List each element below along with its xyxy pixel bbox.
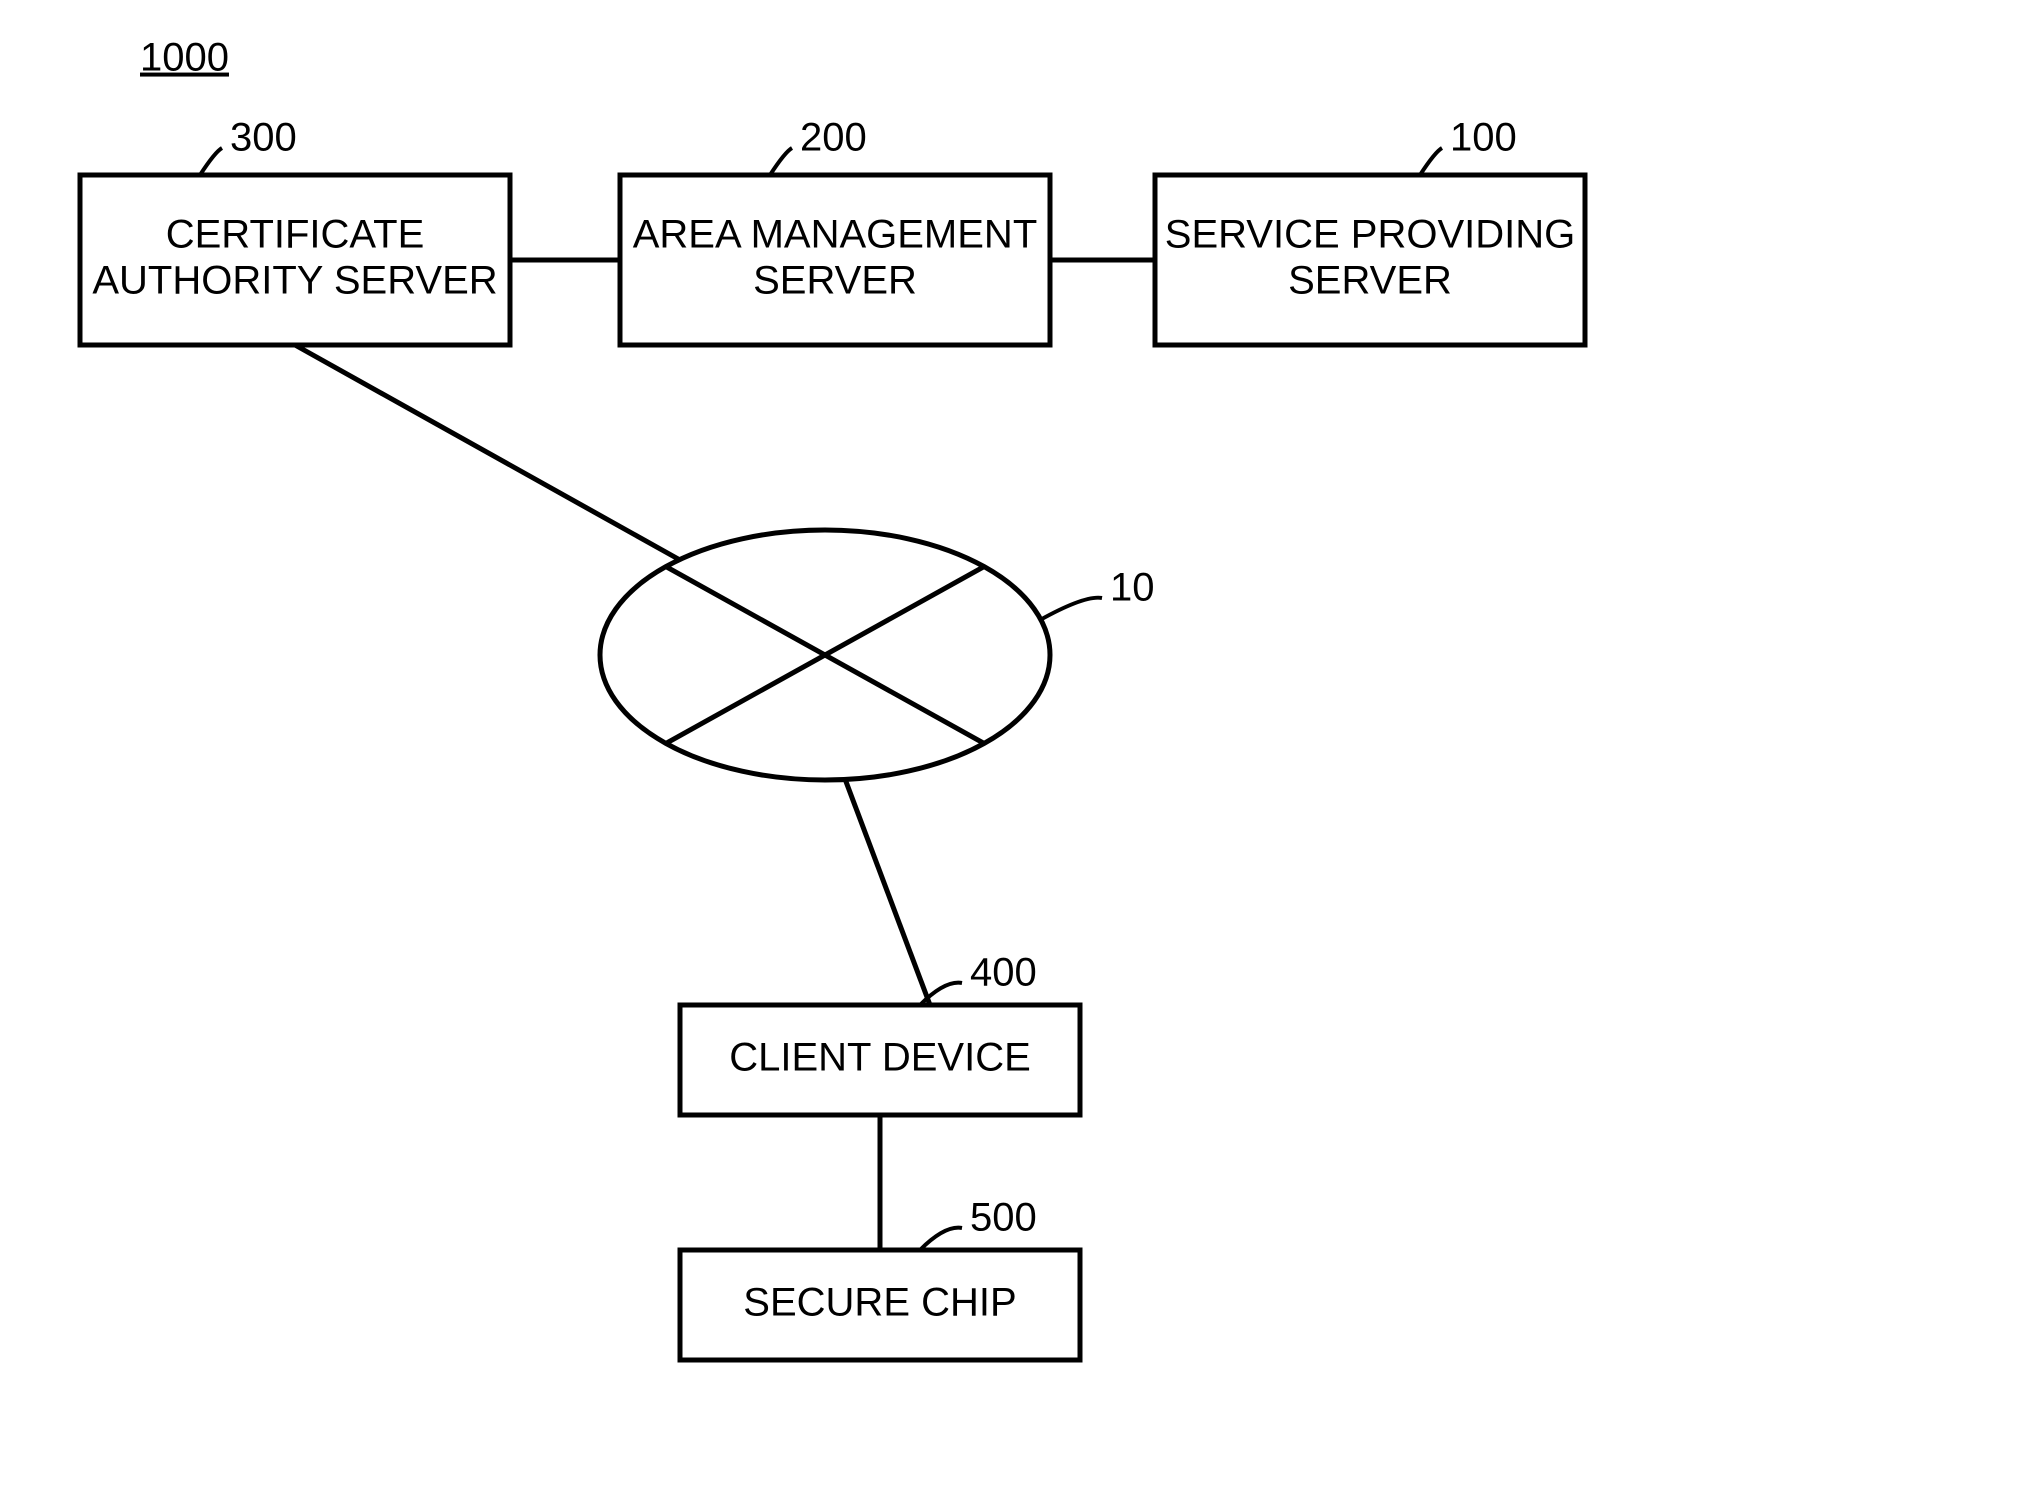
node-chip-label-0: SECURE CHIP	[743, 1281, 1016, 1325]
edge-net-client	[845, 779, 930, 1005]
node-cert-ref-leader	[200, 148, 222, 175]
node-net: 10	[600, 530, 1155, 780]
node-service-ref: 100	[1450, 116, 1517, 160]
node-cert-ref: 300	[230, 116, 297, 160]
node-client-ref: 400	[970, 951, 1037, 995]
node-area: AREA MANAGEMENTSERVER 200	[620, 116, 1050, 345]
edge-cert-net	[295, 345, 680, 560]
node-cert: CERTIFICATEAUTHORITY SERVER 300	[80, 116, 510, 345]
diagram-canvas: 1000 CERTIFICATEAUTHORITY SERVER 300 AREA M…	[0, 0, 2043, 1511]
node-service-ref-leader	[1420, 148, 1442, 175]
node-service: SERVICE PROVIDINGSERVER 100	[1155, 116, 1585, 345]
node-client-label-0: CLIENT DEVICE	[729, 1036, 1031, 1080]
node-area-label-0: AREA MANAGEMENT	[633, 213, 1038, 257]
figure-number: 1000	[140, 36, 229, 80]
node-chip-ref-leader	[920, 1228, 962, 1250]
node-service-label-1: SERVER	[1288, 259, 1452, 303]
node-area-ref: 200	[800, 116, 867, 160]
node-area-ref-leader	[770, 148, 792, 175]
node-client: CLIENT DEVICE 400	[680, 951, 1080, 1115]
node-chip-ref: 500	[970, 1196, 1037, 1240]
node-net-ref: 10	[1110, 566, 1155, 610]
node-cert-label-1: AUTHORITY SERVER	[92, 259, 497, 303]
node-cert-label-0: CERTIFICATE	[166, 213, 425, 257]
node-service-label-0: SERVICE PROVIDING	[1165, 213, 1575, 257]
node-net-ref-leader	[1040, 598, 1102, 620]
node-area-label-1: SERVER	[753, 259, 917, 303]
